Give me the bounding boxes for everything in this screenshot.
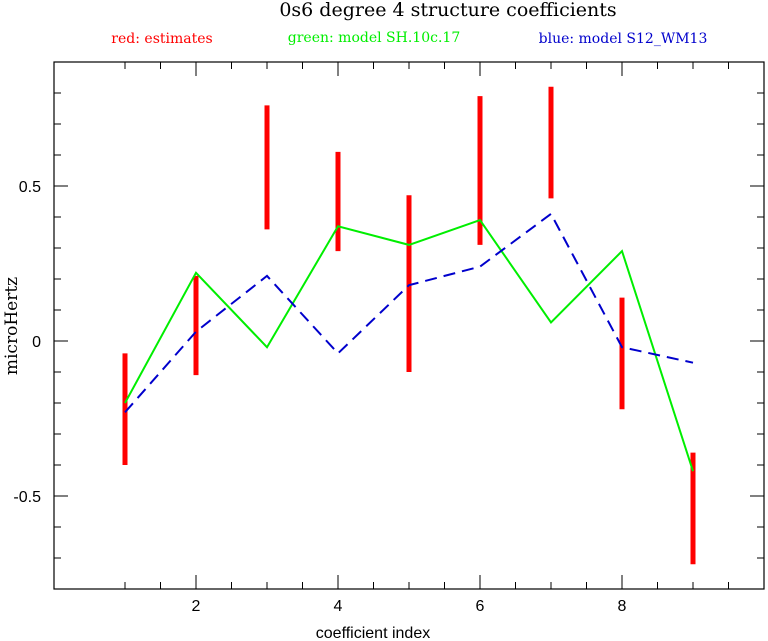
legend-entry-green-model: green: model SH.10c.17	[288, 30, 460, 46]
axis-ticks	[54, 62, 764, 589]
x-tick-label: 4	[334, 598, 343, 615]
x-axis-label: coefficient index	[316, 625, 430, 641]
legend-entry-estimates: red: estimates	[111, 31, 212, 47]
x-tick-label: 8	[618, 598, 627, 615]
x-tick-label: 2	[192, 598, 201, 615]
legend: red: estimates green: model SH.10c.17 bl…	[111, 30, 707, 47]
data-series	[122, 86, 696, 565]
axis-tick-labels: 2 4 6 8 -0.5 0 0.5	[13, 179, 626, 615]
y-axis-label: microHertz	[2, 277, 22, 375]
y-tick-label: -0.5	[13, 489, 41, 506]
legend-entry-blue-model: blue: model S12_WM13	[539, 31, 708, 47]
series-line-green-model	[124, 218, 694, 472]
x-tick-label: 6	[476, 598, 485, 615]
series-estimates	[122, 86, 696, 565]
y-tick-label: 0.5	[19, 179, 41, 196]
series-line-blue-model	[124, 212, 694, 413]
y-tick-label: 0	[32, 334, 41, 351]
chart-title: 0s6 degree 4 structure coefficients	[279, 0, 616, 21]
